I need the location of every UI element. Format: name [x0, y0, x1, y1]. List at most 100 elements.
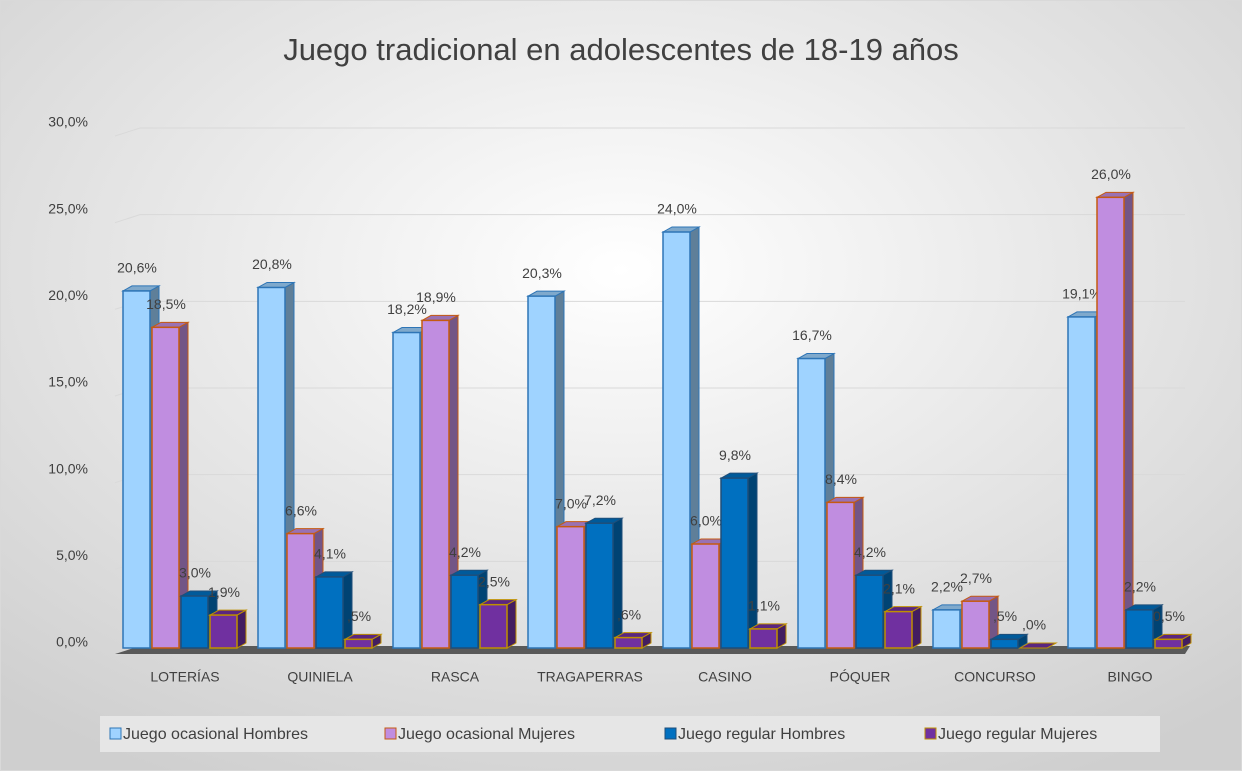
bar [584, 517, 624, 649]
data-label: 9,8% [719, 447, 751, 463]
y-tick-label: 25,0% [48, 200, 88, 216]
bar-front [1067, 316, 1096, 649]
bar-front [1154, 638, 1183, 649]
y-tick-label: 15,0% [48, 374, 88, 390]
bar-front [826, 501, 855, 649]
y-tick-label: 30,0% [48, 114, 88, 130]
bar-front [151, 326, 180, 649]
data-label: 20,8% [252, 256, 292, 272]
data-label: 18,9% [416, 289, 456, 305]
bar-front [797, 357, 826, 649]
bar-front [1096, 196, 1125, 649]
data-label: 20,6% [117, 260, 157, 276]
bar-front [450, 574, 479, 649]
legend-box [100, 716, 1160, 752]
bar-front [691, 543, 720, 649]
bar-side [506, 598, 517, 649]
legend-label: Juego regular Mujeres [938, 726, 1097, 743]
data-label: 0,5% [1153, 608, 1185, 624]
data-label: ,5% [347, 608, 371, 624]
floor [115, 646, 1190, 654]
x-tick-label: BINGO [1107, 669, 1152, 685]
y-tick-label: 0,0% [56, 634, 88, 650]
data-label: 2,2% [931, 579, 963, 595]
bar-side [612, 517, 623, 649]
bar [883, 605, 923, 649]
data-label: 6,6% [285, 502, 317, 518]
data-label: 8,4% [825, 471, 857, 487]
bar [1153, 633, 1193, 649]
bar-front [855, 574, 884, 649]
bar-front [180, 595, 209, 649]
bar [208, 609, 248, 649]
y-tick-label: 10,0% [48, 460, 88, 476]
bar-side [236, 609, 247, 649]
bar-front [749, 628, 778, 649]
bar-front [122, 290, 151, 649]
y-tick-label: 20,0% [48, 287, 88, 303]
legend-label: Juego ocasional Mujeres [398, 726, 575, 743]
x-tick-label: LOTERÍAS [150, 669, 219, 685]
x-tick-label: CONCURSO [954, 669, 1036, 685]
x-tick-label: QUINIELA [287, 669, 353, 685]
data-label: 2,5% [478, 573, 510, 589]
bar-front [932, 609, 961, 649]
data-label: 2,7% [960, 570, 992, 586]
legend-swatch [109, 727, 122, 740]
data-label: 18,5% [146, 296, 186, 312]
data-label: 4,2% [854, 544, 886, 560]
bar [613, 631, 653, 649]
data-label: 1,1% [748, 598, 780, 614]
bar [960, 595, 1000, 649]
data-label: 18,2% [387, 301, 427, 317]
bar-top [1018, 642, 1058, 649]
data-label: 2,2% [1124, 579, 1156, 595]
data-label: 19,1% [1062, 286, 1102, 302]
data-label: ,6% [617, 606, 641, 622]
data-label: 3,0% [179, 565, 211, 581]
x-tick-label: CASINO [698, 669, 752, 685]
bar-front [662, 231, 691, 649]
chart-title: Juego tradicional en adolescentes de 18-… [283, 32, 959, 67]
bar-side [747, 472, 758, 649]
bar [314, 571, 354, 649]
bar-front [257, 286, 286, 649]
data-label: 24,0% [657, 201, 697, 217]
bar [343, 633, 383, 649]
data-label: 7,0% [555, 495, 587, 511]
data-label: 1,9% [208, 584, 240, 600]
bar [478, 598, 518, 649]
data-label: 20,3% [522, 265, 562, 281]
bar-front [884, 610, 913, 649]
data-label: ,0% [1022, 617, 1046, 633]
data-label: 16,7% [792, 327, 832, 343]
legend-label: Juego ocasional Hombres [123, 726, 308, 743]
bar-front [556, 525, 585, 649]
bar-front [344, 638, 373, 649]
bar-front [1125, 609, 1154, 649]
bar-front [315, 576, 344, 649]
x-tick-label: RASCA [431, 669, 480, 685]
y-tick-label: 5,0% [56, 547, 88, 563]
legend-swatch [664, 727, 677, 740]
bar [1018, 642, 1058, 649]
bar-side [911, 605, 922, 649]
data-label: 6,0% [690, 513, 722, 529]
bar-front [479, 603, 508, 649]
bar-front [614, 636, 643, 649]
bar [989, 633, 1029, 649]
bar [748, 623, 788, 649]
bar [1124, 604, 1164, 649]
bar-front [720, 477, 749, 649]
data-label: ,5% [993, 608, 1017, 624]
data-label: 4,2% [449, 544, 481, 560]
data-label: 26,0% [1091, 166, 1131, 182]
grid-line [114, 214, 1185, 224]
x-tick-label: TRAGAPERRAS [537, 669, 643, 685]
bar [719, 472, 759, 649]
bar-front [961, 600, 990, 649]
bar [150, 321, 190, 649]
bar-front [990, 638, 1019, 649]
x-tick-label: PÓQUER [830, 669, 891, 685]
